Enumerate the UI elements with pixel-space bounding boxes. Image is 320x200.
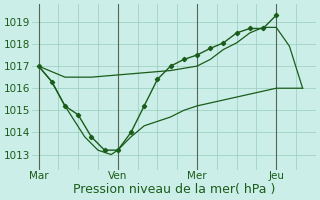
X-axis label: Pression niveau de la mer( hPa ): Pression niveau de la mer( hPa ) <box>73 183 275 196</box>
